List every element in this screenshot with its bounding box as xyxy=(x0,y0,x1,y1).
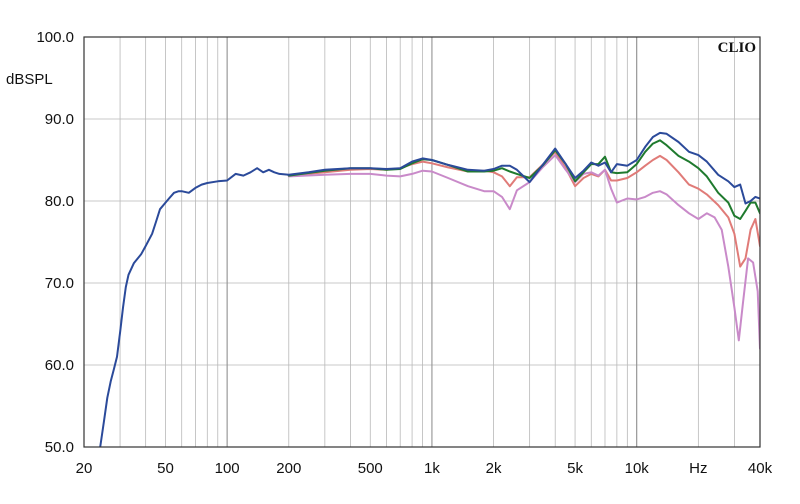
y-tick-label: 80.0 xyxy=(45,193,74,210)
x-tick-label: 40k xyxy=(748,460,773,477)
x-tick-label: Hz xyxy=(689,460,707,477)
x-tick-label: 2k xyxy=(486,460,502,477)
y-tick-label: 90.0 xyxy=(45,111,74,128)
x-tick-label: 500 xyxy=(358,460,383,477)
x-tick-label: 200 xyxy=(276,460,301,477)
y-tick-label: 50.0 xyxy=(45,439,74,456)
x-tick-label: 50 xyxy=(157,460,174,477)
series-lines xyxy=(99,131,760,447)
series-line-2 xyxy=(287,154,760,350)
x-tick-label: 1k xyxy=(424,460,440,477)
y-tick-label: 100.0 xyxy=(36,29,74,46)
major-gridlines xyxy=(84,37,760,447)
series-line-4 xyxy=(99,131,760,447)
y-tick-labels: 100.0 90.0 80.0 70.0 60.0 50.0 xyxy=(36,29,74,456)
x-tick-label: 10k xyxy=(625,460,650,477)
x-tick-label: 20 xyxy=(76,460,93,477)
series-line-1 xyxy=(287,150,760,268)
y-axis-label: dBSPL xyxy=(6,71,53,88)
clio-brand-label: CLIO xyxy=(718,40,756,56)
x-tick-label: 5k xyxy=(567,460,583,477)
plot-frame xyxy=(83,36,761,448)
x-tick-labels: 20 50 100 200 500 1k 2k 5k 10k Hz 40k xyxy=(76,460,773,477)
y-tick-label: 70.0 xyxy=(45,275,74,292)
y-tick-label: 60.0 xyxy=(45,357,74,374)
x-tick-label: 100 xyxy=(215,460,240,477)
